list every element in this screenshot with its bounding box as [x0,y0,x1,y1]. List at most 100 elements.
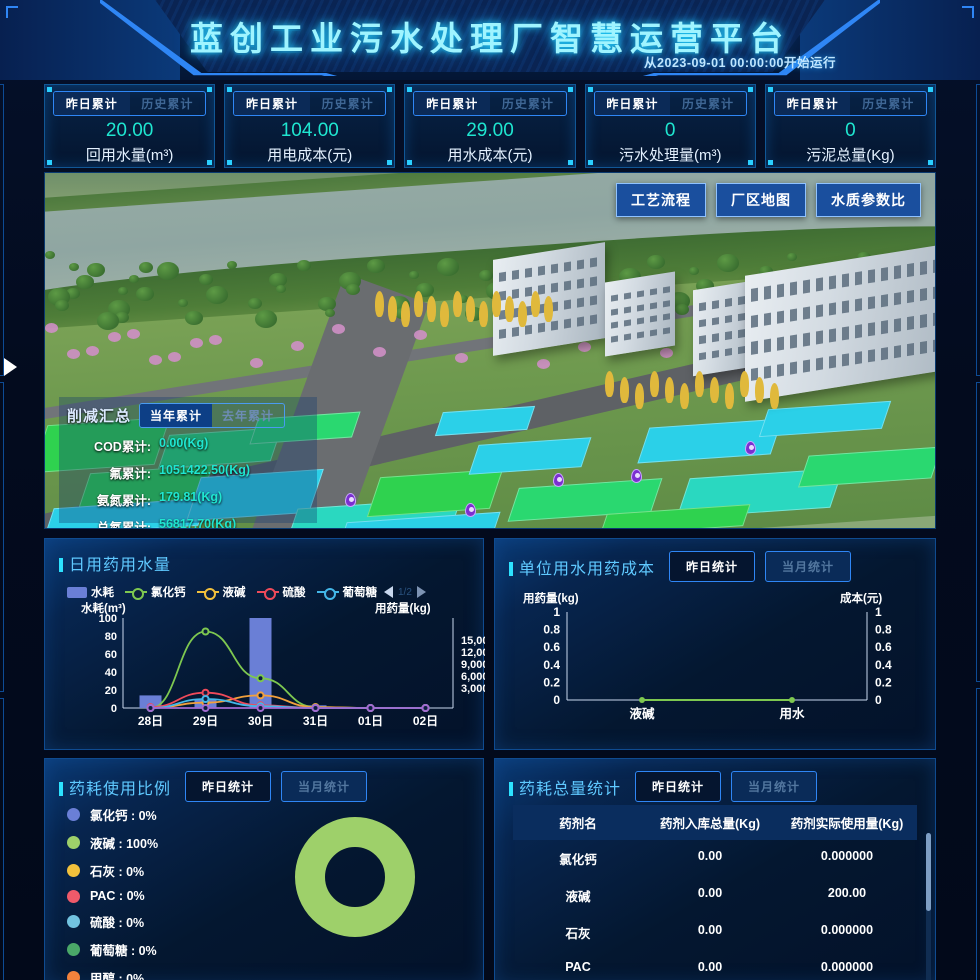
side-panel-right-middle[interactable] [976,382,980,682]
photo-button-0[interactable]: 工艺流程 [616,183,706,217]
kpi-tab-history-3[interactable]: 历史累计 [682,97,735,111]
legend-item-水耗[interactable]: 水耗 [67,584,114,600]
table-row[interactable]: 液碱 0.00 200.00 [513,877,917,914]
legend-item-葡萄糖[interactable]: 葡萄糖 [316,584,377,600]
kpi-tab-yesterday-3[interactable]: 昨日累计 [594,92,671,115]
daily-chart-area: 水耗(m³) 用药量(kg) 0 20 40 60 80 100 3,0006,0009,000… [45,600,489,730]
kpi-value-0: 20.00 [105,120,154,141]
ratio-tab-yesterday[interactable]: 昨日统计 [185,771,272,802]
svg-text:液碱: 液碱 [629,706,655,721]
table-scrollbar-thumb[interactable] [926,833,931,911]
building-window [855,297,862,312]
kpi-tab-yesterday-4[interactable]: 昨日累计 [774,92,851,115]
ginkgo-tree [375,291,384,317]
panel-daily-water-chemical: 日用药用水量 水耗 氯化钙 液碱 硫酸 葡萄糖 1/2 水耗(m³) 用药量(kg) 0 20 4… [44,538,489,750]
photo-button-2[interactable]: 水质参数比 [816,183,921,217]
ratio-legend-item-4[interactable]: 硫酸 : 0% [67,912,158,931]
ginkgo-tree [505,296,514,322]
ginkgo-tree [453,291,462,317]
triangle-right-icon[interactable] [4,358,17,376]
building-window [712,300,719,309]
unitcost-tab-yesterday[interactable]: 昨日统计 [669,551,756,582]
panel-unitcost-title-text: 单位用水用药成本 [519,560,656,578]
kpi-tab-history-0[interactable]: 历史累计 [141,97,194,111]
table-row[interactable]: PAC 0.00 0.000000 [513,951,917,980]
unitcost-tab-month[interactable]: 当月统计 [765,551,852,582]
donut-svg[interactable] [295,817,415,937]
side-panel-left-top[interactable] [0,84,4,376]
building-window [738,345,745,355]
kpi-tab-history-2[interactable]: 历史累计 [501,97,554,111]
blossom-tree [209,335,222,345]
ratio-legend-item-5[interactable]: 葡萄糖 : 0% [67,940,158,959]
svg-text:用药量(kg): 用药量(kg) [522,591,579,605]
ratio-donut-chart[interactable] [295,817,415,942]
photo-button-1[interactable]: 厂区地图 [716,183,806,217]
building-window [637,330,644,338]
kpi-tab-yesterday-2[interactable]: 昨日累计 [414,92,491,115]
ratio-legend-item-2[interactable]: 石灰 : 0% [67,861,158,880]
side-panel-right-top[interactable] [976,84,980,376]
kpi-tab-yesterday-0[interactable]: 昨日累计 [54,92,130,115]
ratio-legend-item-0[interactable]: 氯化钙 : 0% [67,805,158,824]
map-pin-2 [345,493,356,507]
total-tab-month[interactable]: 当月统计 [731,771,818,802]
building-window [933,311,935,326]
table-row[interactable]: 氯化钙 0.00 0.000000 [513,840,917,877]
building-window [907,316,914,330]
tree [206,286,228,304]
kpi-tab-history-1[interactable]: 历史累计 [321,97,374,111]
building-window [738,328,745,338]
kpi-label-3: 污水处理量(m³) [618,147,722,164]
side-panel-right-bottom[interactable] [976,688,980,980]
building-window [777,363,784,377]
table-row[interactable]: 石灰 0.00 0.000000 [513,914,917,951]
side-panel-left-middle[interactable]: 标准 [0,382,4,692]
building-window [525,324,532,335]
svg-text:0: 0 [553,693,560,707]
blossom-tree [660,348,673,358]
tree [136,287,154,302]
building-window [764,338,771,353]
ratio-legend-item-1[interactable]: 液碱 : 100% [67,833,158,852]
legend-item-氯化钙[interactable]: 氯化钙 [125,584,186,600]
total-tab-yesterday[interactable]: 昨日统计 [635,771,722,802]
side-panel-left-bottom[interactable] [0,698,4,980]
legend-next-icon[interactable] [416,586,426,598]
tree [346,284,360,296]
legend-bar-swatch [67,586,87,598]
photo-button-group: 工艺流程 厂区地图 水质参数比 [616,183,921,217]
ratio-legend-dot [67,808,80,821]
building-window [790,308,797,322]
building-window [538,284,545,295]
blossom-tree [190,338,203,348]
building-window [920,313,927,328]
svg-text:0.6: 0.6 [543,640,560,654]
legend-prev-icon[interactable] [384,586,393,598]
reduction-tab-current-year[interactable]: 当年累计 [140,404,213,427]
panel-unit-cost: 单位用水用药成本 昨日统计 当月统计 用药量(kg) 成本(元) 0 0 0.2 0.2 0… [494,538,936,750]
ratio-tab-month[interactable]: 当月统计 [281,771,368,802]
kpi-tab-history-4[interactable]: 历史累计 [862,97,915,111]
plant-aerial-image[interactable]: 工艺流程 厂区地图 水质参数比 削减汇总 当年累计 去年累计 COD累计: 0.00(… [44,172,936,529]
tree [717,254,739,272]
building-window [611,307,618,316]
panel-ratio-title: 药耗使用比例 [59,775,171,799]
legend-item-液碱[interactable]: 液碱 [196,584,246,600]
ginkgo-tree [479,301,488,327]
svg-text:40: 40 [105,667,117,679]
table-header-row: 药剂名 药剂入库总量(Kg) 药剂实际使用量(Kg) [513,805,917,840]
kpi-tabs-2: 昨日累计 历史累计 [413,91,567,116]
ratio-legend-item-6[interactable]: 甲醇 : 0% [67,968,158,980]
kpi-value-1: 104.00 [280,120,339,141]
legend-item-硫酸[interactable]: 硫酸 [256,584,306,600]
kpi-tab-yesterday-1[interactable]: 昨日累计 [234,92,310,115]
building-window [790,281,797,296]
svg-text:15,00: 15,00 [461,635,485,647]
reduction-tab-last-year[interactable]: 去年累计 [222,409,275,423]
tree [55,300,69,312]
building-window [894,291,901,306]
ratio-legend-item-3[interactable]: PAC : 0% [67,889,158,903]
blossom-tree [578,342,591,352]
table-col-header-1: 药剂入库总量(Kg) [660,817,760,831]
